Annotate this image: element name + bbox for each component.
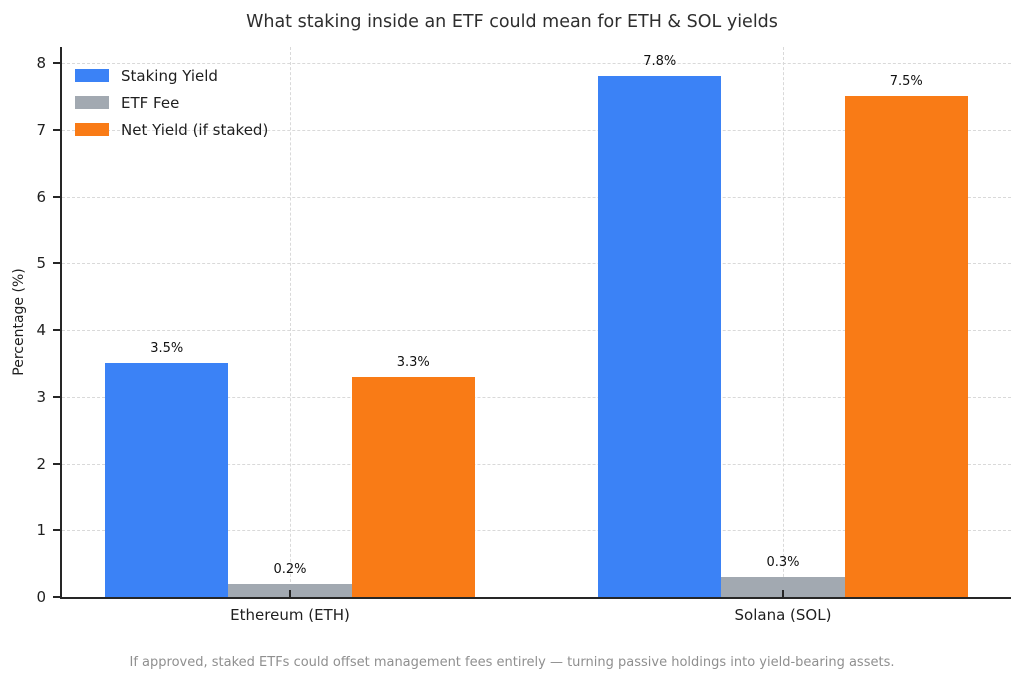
x-tick-label-solana-sol: Solana (SOL) [734,606,832,624]
plot-area: 0 1 2 3 4 5 6 7 8 Ethereum (ETH) Solana (SOL) 3.5% 7… [36,47,1011,624]
legend-swatch-staking-yield [75,69,109,82]
bar-value-label-net-yield-if-staked-ethereum-eth: 3.3% [396,354,430,370]
y-tick-4 [53,329,60,331]
y-tick-label-4: 4 [36,321,46,339]
y-tick-label-5: 5 [36,254,46,273]
legend-item-staking-yield: Staking Yield [75,62,268,89]
legend-label-net-yield-if-staked: Net Yield (if staked) [121,120,269,139]
x-tick-ethereum-eth [289,590,291,597]
x-tick-solana-sol [781,590,784,597]
gridline-y-6 [62,196,1011,198]
bar-value-label-staking-yield-ethereum-eth: 3.5% [150,341,184,357]
x-tick-label-ethereum-eth: Ethereum (ETH) [230,606,350,624]
y-tick-label-3: 3 [36,387,46,406]
y-tick-label-0: 0 [36,588,46,606]
legend-label-staking-yield: Staking Yield [121,66,218,85]
gridline-y-7 [62,129,1011,131]
bar-etf-fee-solana-sol [721,576,845,597]
legend-swatch-etf-fee [75,96,109,109]
gridline-y-2 [62,463,1011,465]
footer-caption: If approved, staked ETFs could offset ma… [129,655,895,670]
gridline-x-ethereum-eth [290,47,291,597]
gridline-y-5 [62,263,1011,265]
bar-value-label-net-yield-if-staked-solana-sol: 7.5% [889,74,923,90]
legend-item-etf-fee: ETF Fee [75,89,268,116]
legend-swatch-net-yield-if-staked [75,123,109,136]
y-tick-label-1: 1 [36,521,46,540]
gridline-y-3 [62,396,1011,398]
y-tick-6 [53,195,60,198]
y-tick-label-8: 8 [36,54,46,73]
legend-item-net-yield-if-staked: Net Yield (if staked) [75,116,268,143]
y-tick-2 [53,462,60,465]
y-tick-3 [53,395,60,398]
y-tick-8 [53,62,60,65]
y-tick-0 [53,596,60,598]
legend: Staking Yield ETF Fee Net Yield (if staked… [75,62,268,143]
bar-net-yield-if-staked-ethereum-eth [351,376,475,597]
y-tick-label-6: 6 [36,187,46,206]
gridline-y-4 [62,330,1011,331]
bar-value-label-etf-fee-ethereum-eth: 0.2% [273,561,307,577]
legend-label-etf-fee: ETF Fee [121,93,180,112]
y-axis-label: Percentage (%) [11,268,27,376]
y-tick-label-7: 7 [36,120,46,139]
y-tick-7 [53,128,60,131]
bar-value-label-etf-fee-solana-sol: 0.3% [766,554,800,570]
y-tick-label-2: 2 [36,454,46,473]
bar-staking-yield-ethereum-eth [105,363,229,597]
bar-net-yield-if-staked-solana-sol [844,96,968,597]
gridline-x-solana-sol [782,47,784,597]
y-tick-5 [53,262,60,265]
chart-title: What staking inside an ETF could mean fo… [246,12,778,32]
bar-value-label-staking-yield-solana-sol: 7.8% [643,54,677,70]
y-tick-1 [53,529,60,532]
gridline-y-8 [62,63,1011,65]
bar-staking-yield-solana-sol [598,76,722,597]
gridline-y-1 [62,530,1011,532]
